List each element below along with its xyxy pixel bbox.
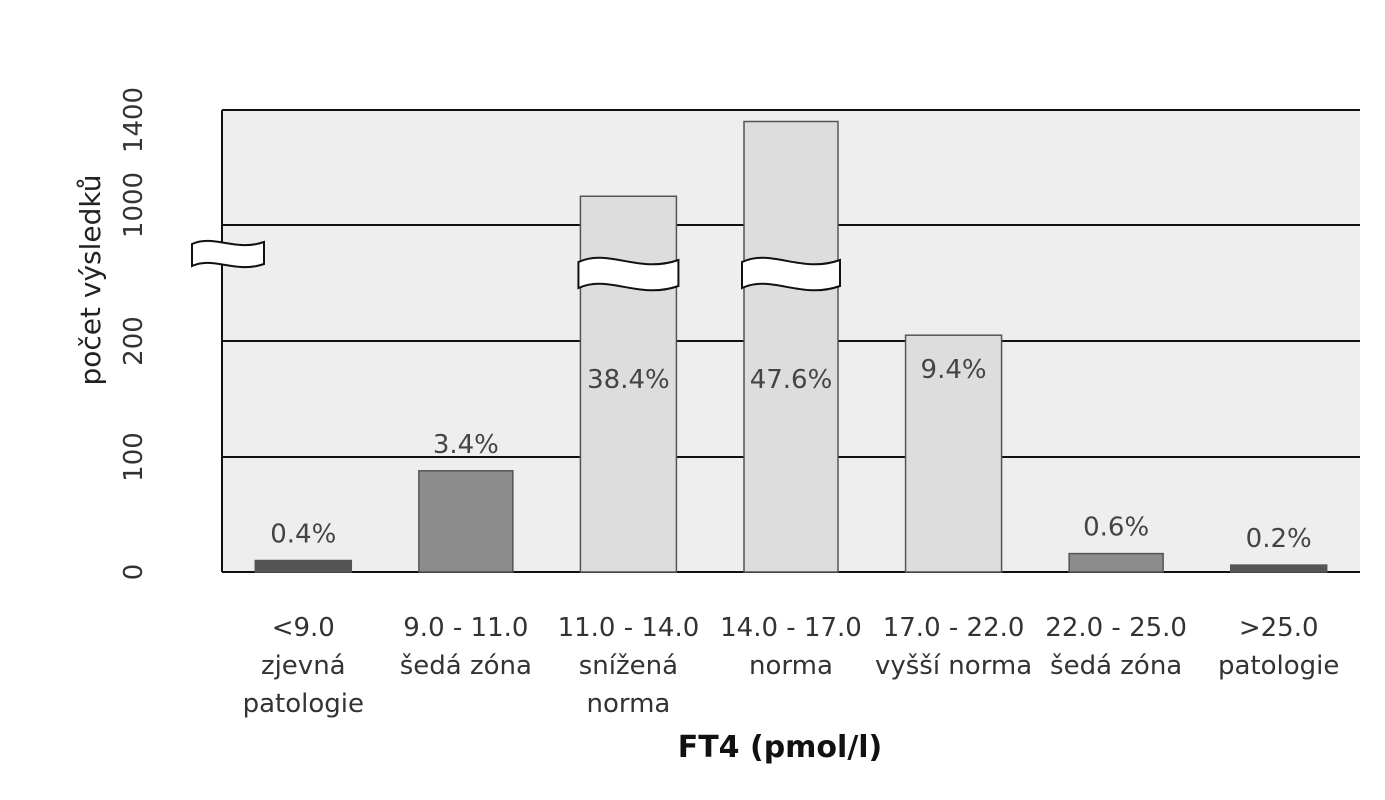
bar	[1068, 552, 1164, 573]
data-label: 0.2%	[1246, 524, 1312, 554]
y-axis-break-symbol	[191, 239, 265, 269]
bar	[904, 334, 1003, 573]
bar	[254, 559, 353, 573]
axis-breaks	[191, 239, 841, 292]
bar	[418, 470, 514, 573]
y-tick-label: 1400	[119, 87, 149, 153]
data-label: 3.4%	[433, 430, 499, 460]
x-tick-label: norma	[586, 689, 670, 719]
y-tick-label: 0	[119, 564, 149, 581]
data-label: 0.4%	[270, 520, 336, 550]
x-tick-label: 22.0 - 25.0	[1045, 613, 1187, 643]
axis-break-symbol	[741, 256, 841, 292]
x-tick-label: patologie	[1218, 651, 1339, 681]
x-tick-label: >25.0	[1239, 613, 1319, 643]
axis-break-symbol	[577, 256, 680, 292]
x-tick-label: 9.0 - 11.0	[403, 613, 528, 643]
data-label: 47.6%	[750, 365, 833, 395]
x-tick-label: vyšší norma	[875, 651, 1032, 681]
x-tick-label: 14.0 - 17.0	[720, 613, 862, 643]
bars	[254, 120, 1328, 573]
x-axis-ticks: <9.0 zjevná patologie 9.0 - 11.0 šedá zóna 11…	[243, 613, 1340, 719]
x-tick-label: šedá zóna	[400, 651, 532, 681]
x-tick-label: šedá zóna	[1050, 651, 1182, 681]
x-tick-label: patologie	[243, 689, 364, 719]
y-axis-title: počet výsledků	[74, 174, 107, 385]
x-tick-label: zjevná	[261, 651, 346, 681]
x-tick-label: 11.0 - 14.0	[558, 613, 700, 643]
data-label: 9.4%	[921, 355, 987, 385]
x-tick-label: snížená	[579, 651, 678, 681]
y-tick-label: 200	[119, 316, 149, 366]
x-tick-label: 17.0 - 22.0	[883, 613, 1025, 643]
bar	[1229, 564, 1328, 573]
data-label: 0.6%	[1083, 513, 1149, 543]
x-tick-label: norma	[749, 651, 833, 681]
data-labels: 0.4% 3.4% 38.4% 47.6% 9.4% 0.6% 0.2%	[270, 355, 1311, 554]
x-tick-label: <9.0	[272, 613, 335, 643]
y-tick-label: 100	[119, 432, 149, 482]
bar	[743, 120, 839, 573]
data-label: 38.4%	[587, 365, 670, 395]
y-axis-ticks: 0 100 200 1000 1400	[119, 87, 149, 580]
x-axis-title: FT4 (pmol/l)	[678, 730, 883, 765]
y-tick-label: 1000	[119, 172, 149, 238]
